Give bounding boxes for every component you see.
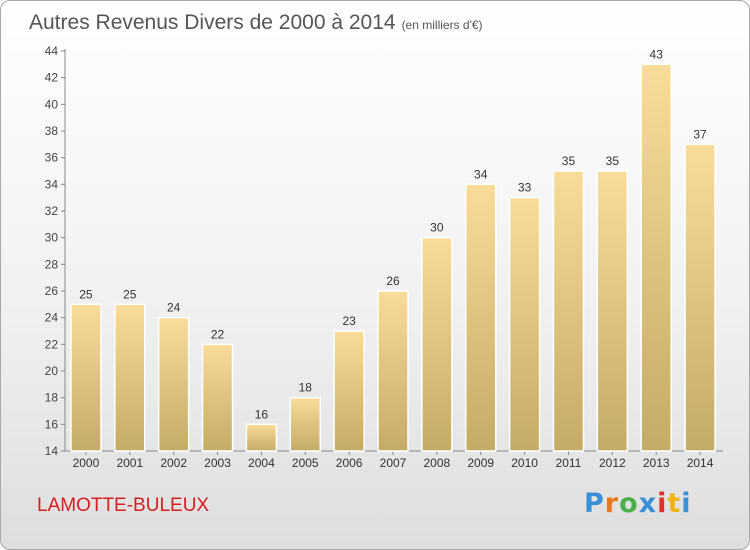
- logo-letter: x: [638, 488, 658, 519]
- x-tick-label: 2005: [292, 456, 319, 470]
- x-tick-label: 2003: [204, 456, 231, 470]
- y-tick-label: 30: [45, 231, 59, 245]
- y-tick-label: 24: [45, 311, 59, 325]
- bar: [201, 343, 234, 452]
- data-label: 43: [650, 47, 664, 61]
- commune-name: LAMOTTE-BULEUX: [37, 495, 210, 516]
- data-label: 18: [299, 381, 313, 395]
- bar: [552, 170, 585, 452]
- x-tick-label: 2006: [336, 456, 363, 470]
- bar: [289, 396, 322, 452]
- data-label: 37: [693, 127, 707, 141]
- data-label: 30: [430, 221, 444, 235]
- x-tick-label: 2009: [467, 456, 494, 470]
- bar: [333, 330, 365, 452]
- logo-letter: i: [681, 488, 692, 519]
- data-label: 33: [518, 181, 532, 195]
- data-label: 23: [342, 314, 356, 328]
- bar: [70, 303, 102, 452]
- bar: [245, 423, 278, 452]
- bar: [157, 316, 190, 452]
- data-label: 24: [167, 301, 181, 315]
- x-tick-label: 2000: [73, 456, 100, 470]
- y-tick-label: 16: [45, 417, 59, 431]
- chart-title-text: Autres Revenus Divers de 2000 à 2014: [29, 11, 396, 34]
- x-tick-label: 2011: [556, 456, 582, 470]
- logo-letter: t: [667, 488, 682, 519]
- data-label: 35: [606, 154, 620, 168]
- y-tick-label: 34: [45, 177, 59, 191]
- data-label: 22: [211, 327, 225, 341]
- x-tick-label: 2012: [599, 456, 626, 470]
- bar: [508, 196, 541, 452]
- logo-letter: i: [657, 488, 668, 519]
- y-tick-label: 28: [45, 257, 59, 271]
- y-tick-label: 32: [45, 204, 59, 218]
- logo-letter: r: [604, 488, 620, 519]
- y-tick-label: 38: [45, 124, 59, 138]
- chart-title: Autres Revenus Divers de 2000 à 2014 (en …: [29, 11, 483, 35]
- y-tick-label: 20: [45, 364, 59, 378]
- bars: [70, 63, 716, 452]
- x-tick-label: 2001: [116, 456, 143, 470]
- data-label: 26: [386, 274, 400, 288]
- bar: [377, 290, 409, 452]
- chart-unit: (en milliers d'€): [401, 18, 483, 32]
- bar: [114, 303, 146, 452]
- data-label: 16: [255, 407, 269, 421]
- y-tick-label: 36: [45, 151, 59, 165]
- y-tick-label: 26: [45, 284, 59, 298]
- data-label: 25: [123, 287, 137, 301]
- data-label: 25: [79, 287, 93, 301]
- x-tick-label: 2007: [380, 456, 407, 470]
- y-tick-label: 42: [45, 71, 59, 85]
- logo-letter: P: [584, 488, 605, 519]
- bar: [640, 63, 672, 452]
- x-tick-label: 2014: [687, 456, 714, 470]
- y-tick-label: 44: [45, 44, 59, 58]
- x-tick-label: 2004: [248, 456, 275, 470]
- data-label: 34: [474, 167, 488, 181]
- y-tick-label: 22: [45, 337, 59, 351]
- y-tick-label: 18: [45, 391, 59, 405]
- y-tick-label: 14: [45, 444, 59, 458]
- value-labels: 25 25 24 22 16 18 23 26 30 34 33 35 35 43 37: [79, 47, 707, 421]
- bar: [684, 143, 716, 452]
- proxiti-logo: Proxiti: [584, 488, 692, 519]
- x-tick-label: 2013: [643, 456, 670, 470]
- bar: [421, 236, 453, 452]
- x-tick-label: 2010: [511, 456, 538, 470]
- y-tick-label: 40: [45, 97, 59, 111]
- data-label: 35: [562, 154, 576, 168]
- x-tick-label: 2008: [424, 456, 451, 470]
- bar: [464, 183, 497, 452]
- logo-letter: o: [619, 488, 639, 519]
- x-tick-label: 2002: [160, 456, 187, 470]
- bar: [596, 170, 629, 452]
